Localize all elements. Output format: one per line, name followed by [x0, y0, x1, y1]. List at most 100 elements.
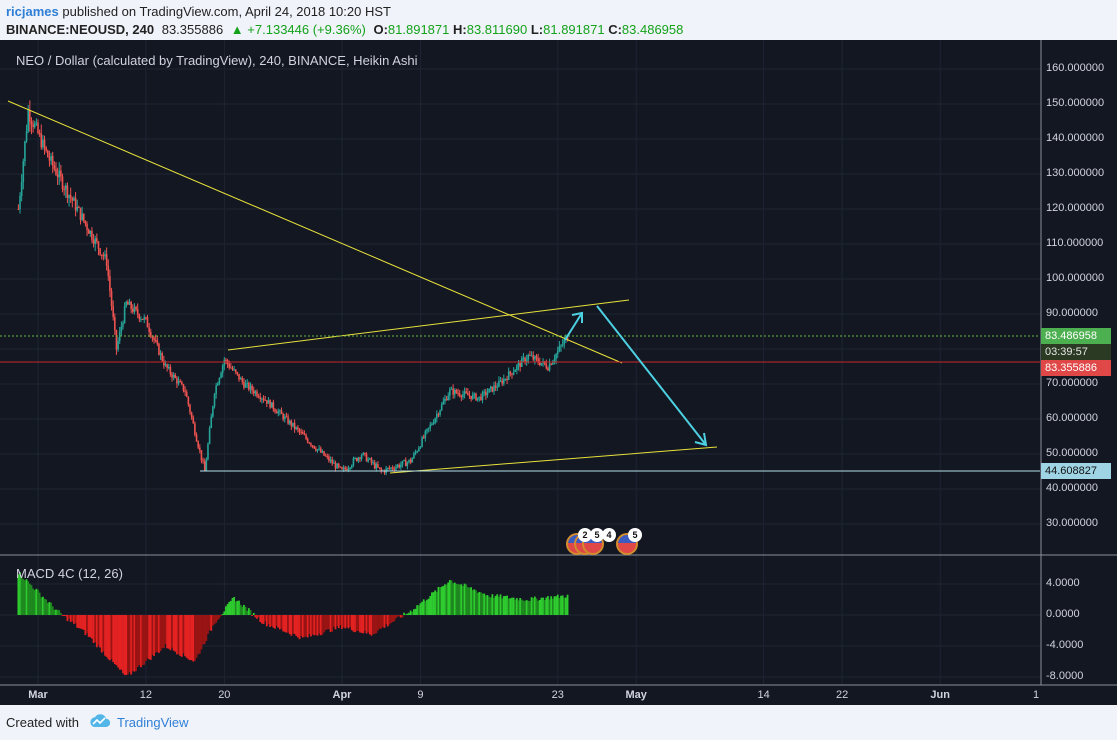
candle-body	[27, 110, 29, 132]
candle-body	[337, 463, 340, 467]
macd-bar	[444, 584, 446, 615]
macd-bar	[243, 604, 245, 615]
candle-body	[378, 467, 381, 469]
projection-arrow-up[interactable]	[564, 311, 583, 341]
macd-bar	[524, 600, 526, 615]
candle-body	[538, 362, 541, 366]
macd-bar	[38, 592, 41, 615]
chart-canvas[interactable]	[0, 40, 1117, 705]
candle-body	[179, 380, 181, 383]
candle-body	[40, 133, 43, 148]
macd-bar	[223, 611, 226, 615]
macd-bar	[439, 587, 441, 615]
macd-bar	[517, 600, 520, 615]
macd-bar	[247, 608, 250, 615]
candle-body	[243, 381, 245, 388]
macd-bar	[308, 615, 311, 635]
candle-body	[29, 110, 31, 122]
tradingview-cloud-icon[interactable]	[88, 713, 112, 729]
candle-body	[475, 393, 477, 401]
macd-axis[interactable]: 4.0000 0.0000 -4.0000 -8.0000	[1041, 555, 1117, 685]
macd-bar	[496, 594, 499, 615]
candle-body	[333, 462, 335, 464]
macd-bar	[171, 615, 173, 648]
macd-bar	[563, 597, 566, 615]
candle-body	[48, 157, 51, 161]
macd-bar	[117, 615, 119, 668]
macd-bar	[512, 597, 515, 615]
event-count-badge: 5	[628, 528, 642, 542]
upper-channel-line[interactable]	[227, 299, 630, 351]
macd-bar	[22, 579, 25, 615]
candle-body	[390, 467, 392, 469]
candle-body	[43, 139, 46, 148]
macd-bar	[381, 615, 384, 628]
macd-bar	[408, 612, 410, 615]
macd-bar	[198, 615, 201, 654]
macd-bar	[55, 609, 57, 615]
candle-body	[153, 337, 155, 341]
macd-bar	[109, 615, 111, 661]
macd-bar	[207, 615, 209, 634]
username-link[interactable]: ricjames	[6, 4, 59, 19]
macd-bar	[352, 615, 355, 632]
macd-bar	[292, 615, 294, 634]
macd-bar	[275, 615, 278, 626]
candle-body	[177, 380, 180, 384]
macd-bar	[403, 612, 406, 615]
candle-body	[199, 447, 201, 451]
price-axis[interactable]: 160.000000 150.000000 140.000000 130.000000…	[1041, 40, 1117, 555]
downtrend-line[interactable]	[7, 100, 623, 364]
macd-bar	[143, 615, 146, 665]
macd-bar	[146, 615, 149, 659]
candle-body	[480, 396, 482, 401]
macd-bar	[187, 615, 190, 660]
candle-body	[512, 371, 515, 375]
candle-body	[445, 398, 448, 401]
macd-bar	[112, 615, 115, 663]
macd-bar	[110, 615, 113, 659]
macd-bar	[354, 615, 356, 633]
macd-bar	[86, 615, 88, 633]
tradingview-link[interactable]: TradingView	[117, 715, 189, 730]
macd-bar	[17, 574, 20, 615]
candle-body	[453, 389, 456, 395]
time-axis-label: Apr	[332, 689, 352, 701]
lower-channel-line[interactable]	[389, 446, 718, 474]
candle-body	[419, 446, 422, 449]
candle-body	[440, 404, 443, 411]
macd-bar	[234, 601, 237, 615]
macd-bar	[202, 615, 204, 645]
macd-bar	[478, 592, 481, 615]
macd-bar	[105, 615, 108, 657]
macd-bar	[540, 597, 543, 615]
time-axis-label: 12	[139, 689, 152, 701]
candle-body	[465, 391, 468, 393]
macd-bar	[306, 615, 309, 638]
macd-bar	[40, 597, 43, 615]
macd-bar	[566, 594, 569, 615]
event-badges[interactable]: 2 5 4 5	[566, 528, 646, 555]
macd-bar	[33, 590, 36, 615]
macd-bar	[556, 594, 559, 615]
macd-bar	[341, 615, 343, 629]
macd-bar	[61, 615, 64, 616]
chart-area[interactable]: NEO / Dollar (calculated by TradingView)…	[0, 40, 1117, 705]
macd-bar	[64, 615, 67, 617]
candle-body	[398, 464, 401, 468]
candle-body	[100, 254, 103, 256]
candle-body	[458, 393, 461, 396]
drawings	[0, 100, 1040, 474]
macd-bar	[350, 615, 353, 631]
macd-bar	[355, 615, 358, 632]
time-axis[interactable]: Mar 12 20 Apr 9 23 May 14 22 Jun 1	[0, 685, 1041, 705]
macd-bar	[113, 615, 116, 665]
projection-arrow-down[interactable]	[596, 305, 708, 447]
macd-bar	[488, 596, 490, 615]
macd-bar	[386, 615, 389, 627]
macd-bar	[125, 615, 128, 675]
macd-bar	[452, 583, 455, 615]
macd-bar	[367, 615, 370, 633]
macd-bar	[99, 615, 102, 648]
candle-body	[400, 464, 402, 468]
